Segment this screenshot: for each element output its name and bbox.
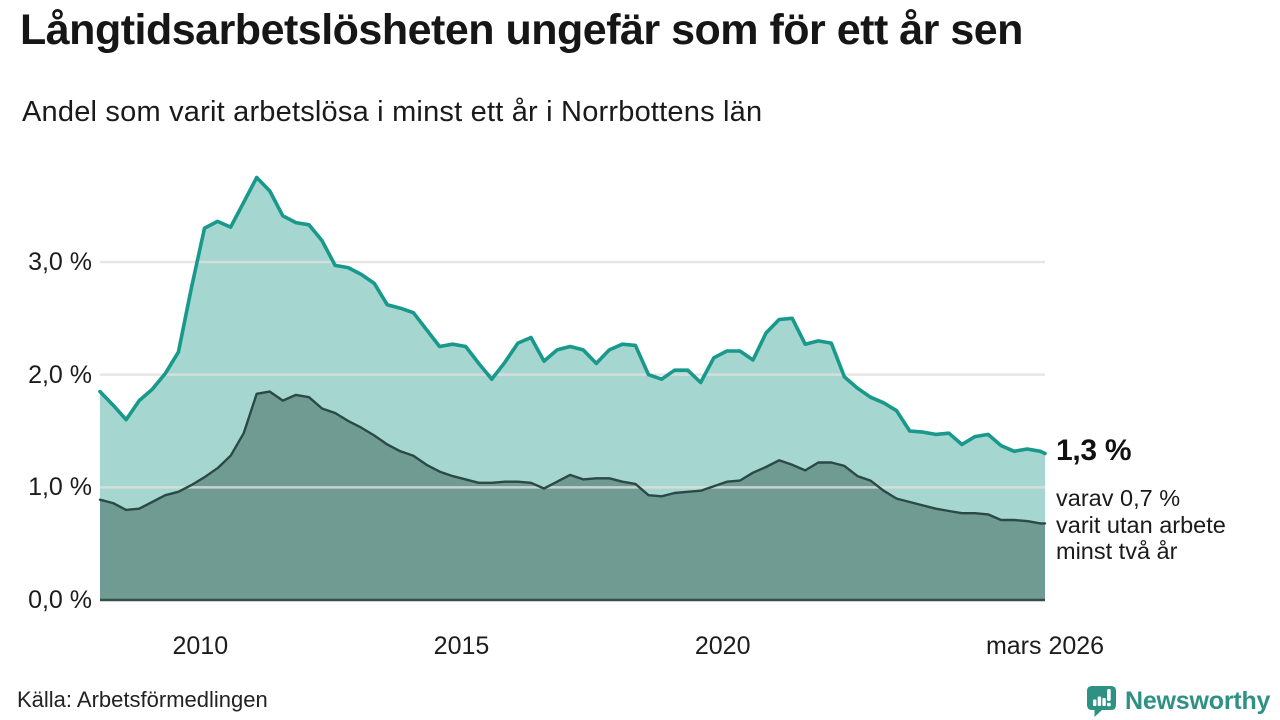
- y-tick-label: 2,0 %: [28, 360, 92, 389]
- end-annotation: 1,3 % varav 0,7 % varit utan arbete mins…: [1056, 434, 1276, 565]
- y-tick-label: 1,0 %: [28, 473, 92, 502]
- line-two-years: [98, 390, 1047, 525]
- newsworthy-bubble-icon: [1087, 686, 1116, 717]
- x-tick-label: 2015: [433, 632, 490, 660]
- area-fill-two-years: [100, 391, 1045, 600]
- x-tick-label: mars 2026: [985, 632, 1105, 660]
- y-tick-label: 3,0 %: [28, 247, 92, 276]
- end-detail-line: varit utan arbete: [1056, 511, 1226, 538]
- y-tick-label: 0,0 %: [28, 586, 92, 614]
- line-one-year: [98, 175, 1047, 456]
- x-tick-label: 2020: [694, 632, 751, 660]
- source-credit: Källa: Arbetsförmedlingen: [17, 687, 268, 712]
- end-value-label: 1,3 %: [1056, 434, 1132, 467]
- newsworthy-logo: Newsworthy: [1085, 684, 1270, 718]
- newsworthy-wordmark: Newsworthy: [1125, 686, 1271, 715]
- page-title: Långtidsarbetslösheten ungefär som för e…: [20, 6, 1023, 54]
- x-tick-label: 2010: [172, 632, 229, 660]
- end-detail-line: minst två år: [1056, 538, 1178, 564]
- chart-subtitle: Andel som varit arbetslösa i minst ett å…: [22, 96, 763, 128]
- end-detail-line: varav 0,7 %: [1056, 485, 1181, 511]
